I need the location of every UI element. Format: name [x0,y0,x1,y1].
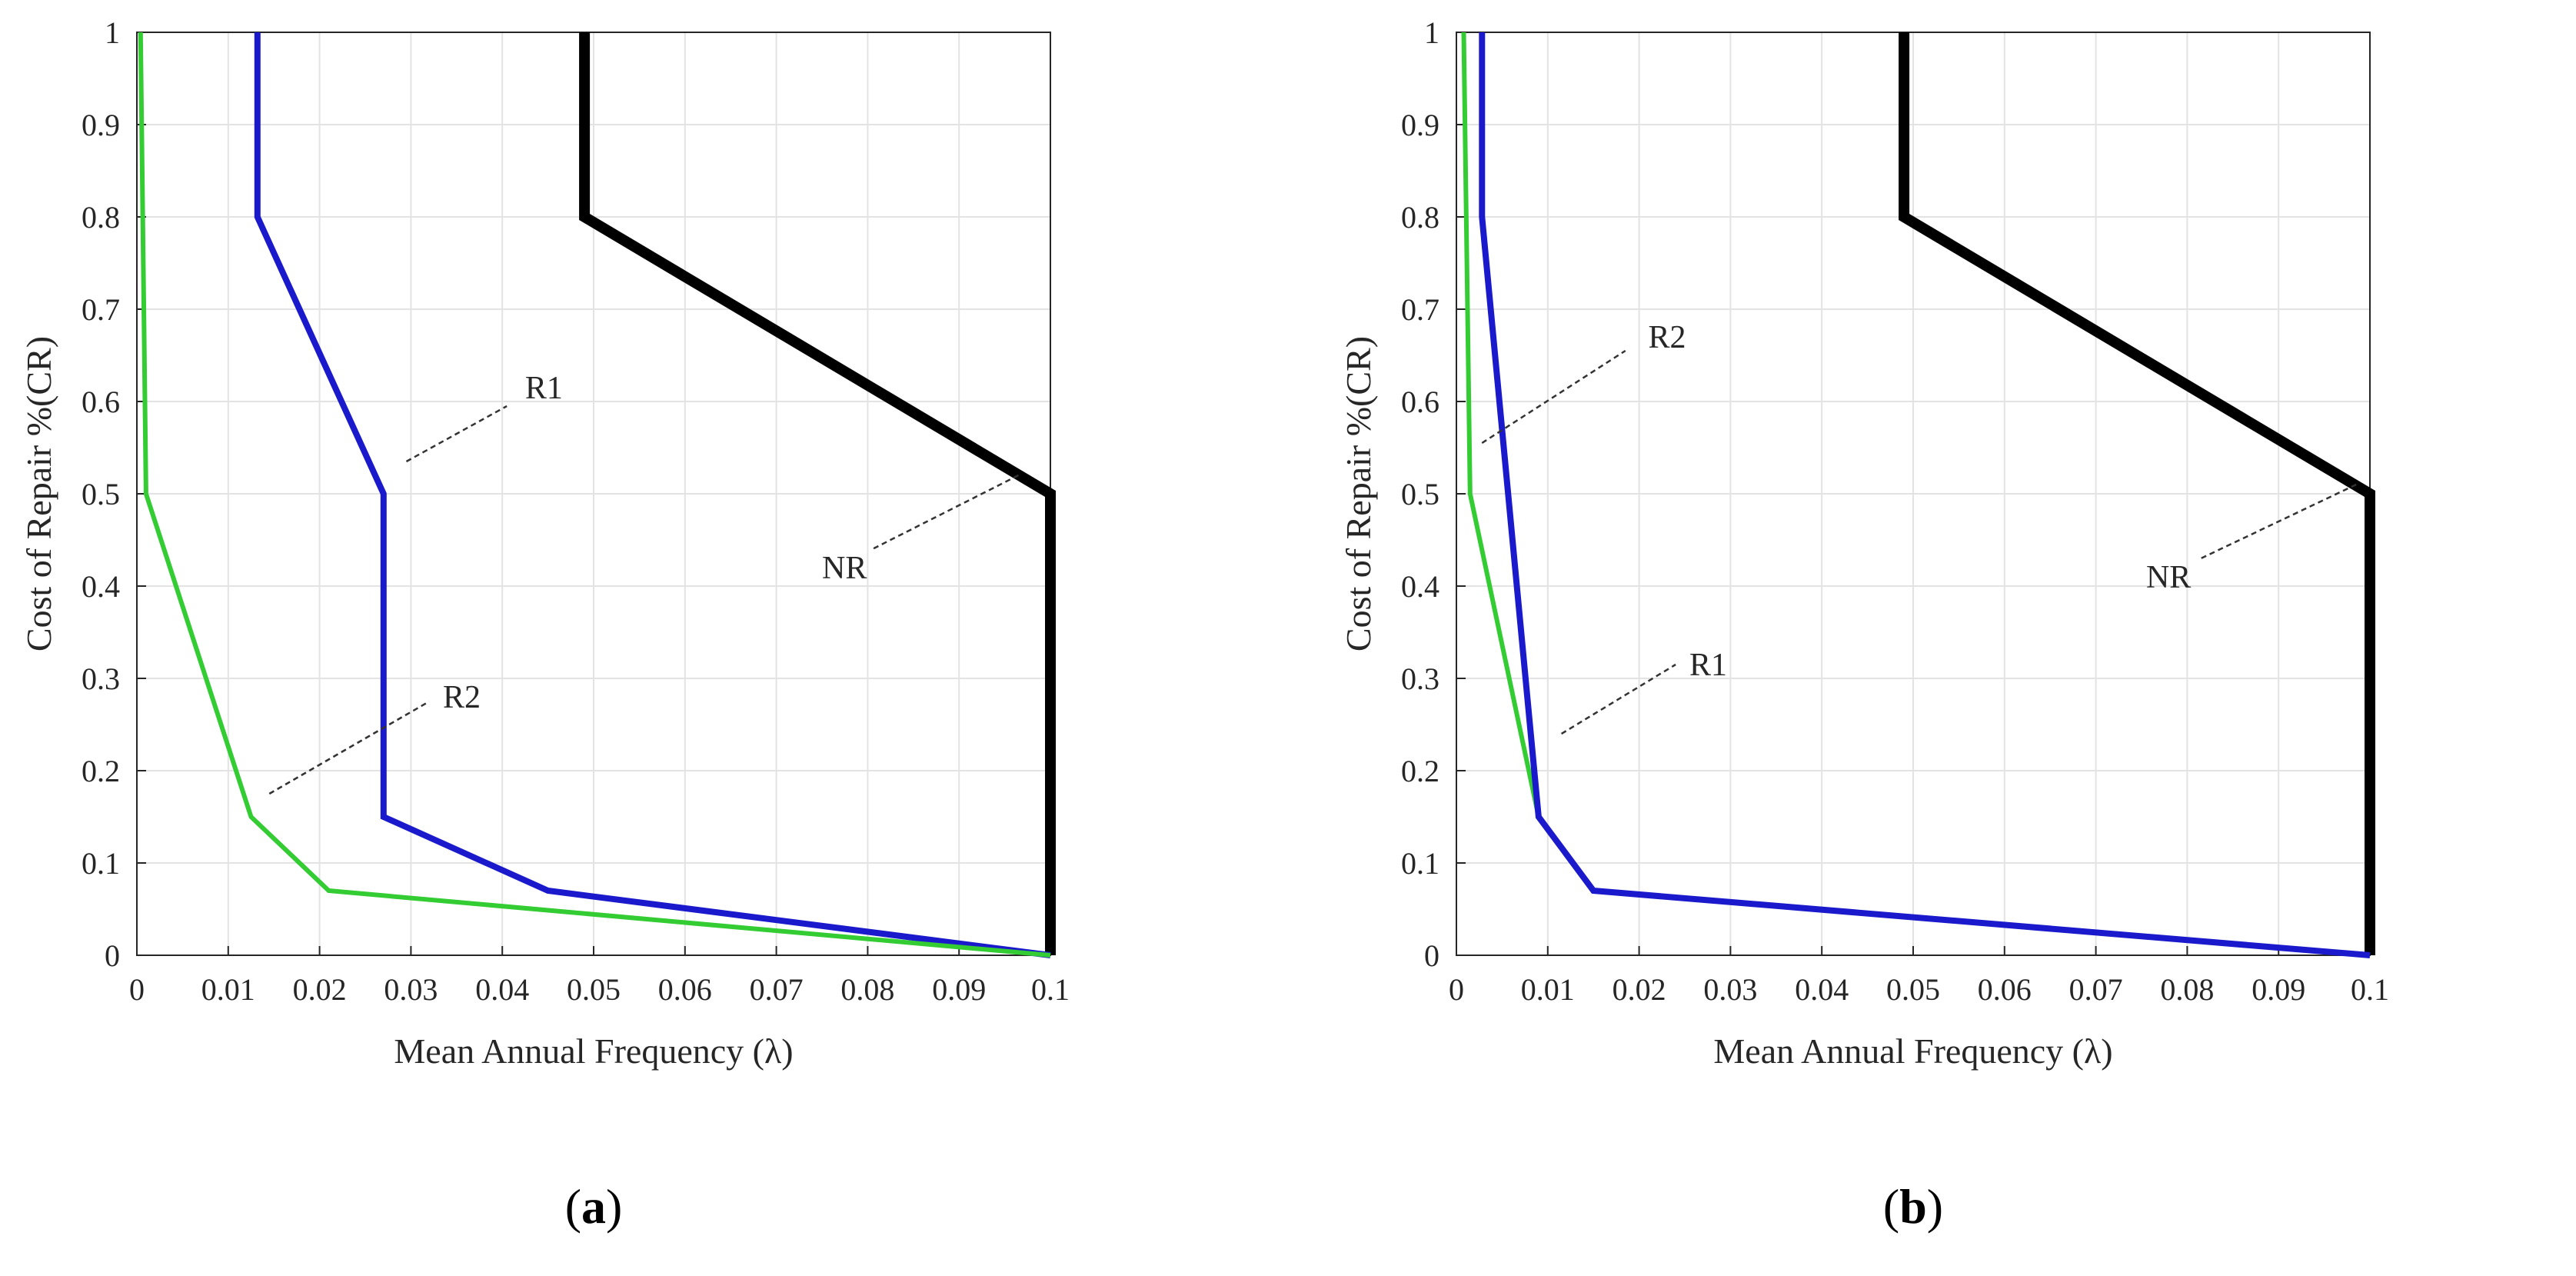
x-tick-label: 0.08 [2160,972,2214,1007]
annotation-r1: R1 [1689,648,1727,683]
chart-panel-a: 0 0.01 0.02 0.03 0.04 0.05 0.06 0.07 0.08 0.09 0.1… [19,15,1070,1234]
y-tick-label: 0.5 [1401,477,1439,511]
x-tick-label: 0.01 [1521,972,1575,1007]
y-tick-label: 0.9 [82,108,120,142]
y-tick-label: 0.7 [82,292,120,327]
y-tick-label: 1 [1424,15,1439,50]
x-tick-label: 0.01 [201,972,255,1007]
annotation-leader-r1 [405,405,508,463]
x-tick-label: 0.07 [750,972,804,1007]
x-tick-label: 0.09 [932,972,986,1007]
series-line-r2 [138,32,1051,958]
series-line-r1 [1479,32,2371,958]
y-tick-label: 0.1 [1401,846,1439,881]
series-line-nr [1899,32,2375,955]
x-tick-label: 0.06 [658,972,712,1007]
y-tick-label: 0.5 [82,477,120,511]
y-tick-label: 1 [105,15,120,50]
y-tick-label: 0.2 [82,754,120,788]
y-tick-label: 0.6 [82,385,120,419]
y-tick-label: 0 [1424,938,1439,973]
x-axis-label: Mean Annual Frequency (λ) [1713,1031,2112,1071]
x-tick-label: 0.08 [840,972,894,1007]
x-tick-label: 0.09 [2252,972,2305,1007]
annotation-nr: NR [822,551,867,586]
annotation-leader-r2 [268,700,430,795]
annotation-r1: R1 [525,371,563,406]
x-tick-label: 0 [1449,972,1464,1007]
annotation-leader-nr [2200,483,2357,560]
x-tick-label: 0.1 [1031,972,1070,1007]
annotation-r2: R2 [443,680,481,715]
x-tick-label: 0.1 [2351,972,2389,1007]
x-tick-label: 0.05 [1886,972,1940,1007]
y-tick-label: 0.3 [82,661,120,696]
x-tick-label: 0.02 [293,972,347,1007]
x-axis-label: Mean Annual Frequency (λ) [394,1031,793,1071]
y-tick-label: 0.3 [1401,661,1439,696]
chart-panel-b: 0 0.01 0.02 0.03 0.04 0.05 0.06 0.07 0.08 0.09 0.1… [1339,15,2389,1234]
y-tick-label: 0.6 [1401,385,1439,419]
annotation-leader-r1 [1560,663,1676,735]
series-line-r1 [254,32,1051,958]
y-tick-label: 0.7 [1401,292,1439,327]
y-tick-label: 0.1 [82,846,120,881]
y-axis-label: Cost of Repair %(CR) [19,336,58,651]
annotation-r2: R2 [1648,320,1686,355]
y-tick-label: 0.8 [1401,200,1439,235]
x-tick-label: 0.04 [475,972,529,1007]
panel-label-b: (b) [1883,1179,1943,1234]
x-tick-label: 0.07 [2069,972,2123,1007]
y-tick-label: 0.8 [82,200,120,235]
series-line-nr [579,32,1056,955]
y-tick-label: 0.2 [1401,754,1439,788]
x-tick-label: 0 [129,972,145,1007]
x-tick-label: 0.03 [384,972,438,1007]
x-tick-label: 0.03 [1703,972,1757,1007]
x-tick-label: 0.02 [1612,972,1666,1007]
y-axis-label: Cost of Repair %(CR) [1339,336,1378,651]
annotation-leader-r2 [1481,349,1626,445]
x-tick-label: 0.06 [1978,972,2032,1007]
y-tick-label: 0.9 [1401,108,1439,142]
y-tick-label: 0.4 [1401,569,1439,604]
y-tick-label: 0.4 [82,569,120,604]
x-tick-label: 0.05 [567,972,621,1007]
y-tick-label: 0 [105,938,120,973]
annotation-nr: NR [2146,560,2191,595]
x-tick-label: 0.04 [1795,972,1849,1007]
panel-label-a: (a) [565,1179,623,1234]
